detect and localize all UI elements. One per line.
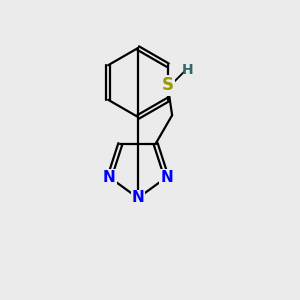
Text: H: H (181, 63, 193, 77)
Text: S: S (162, 76, 174, 94)
Text: N: N (103, 170, 116, 185)
Text: N: N (132, 190, 144, 206)
Text: N: N (160, 170, 173, 185)
